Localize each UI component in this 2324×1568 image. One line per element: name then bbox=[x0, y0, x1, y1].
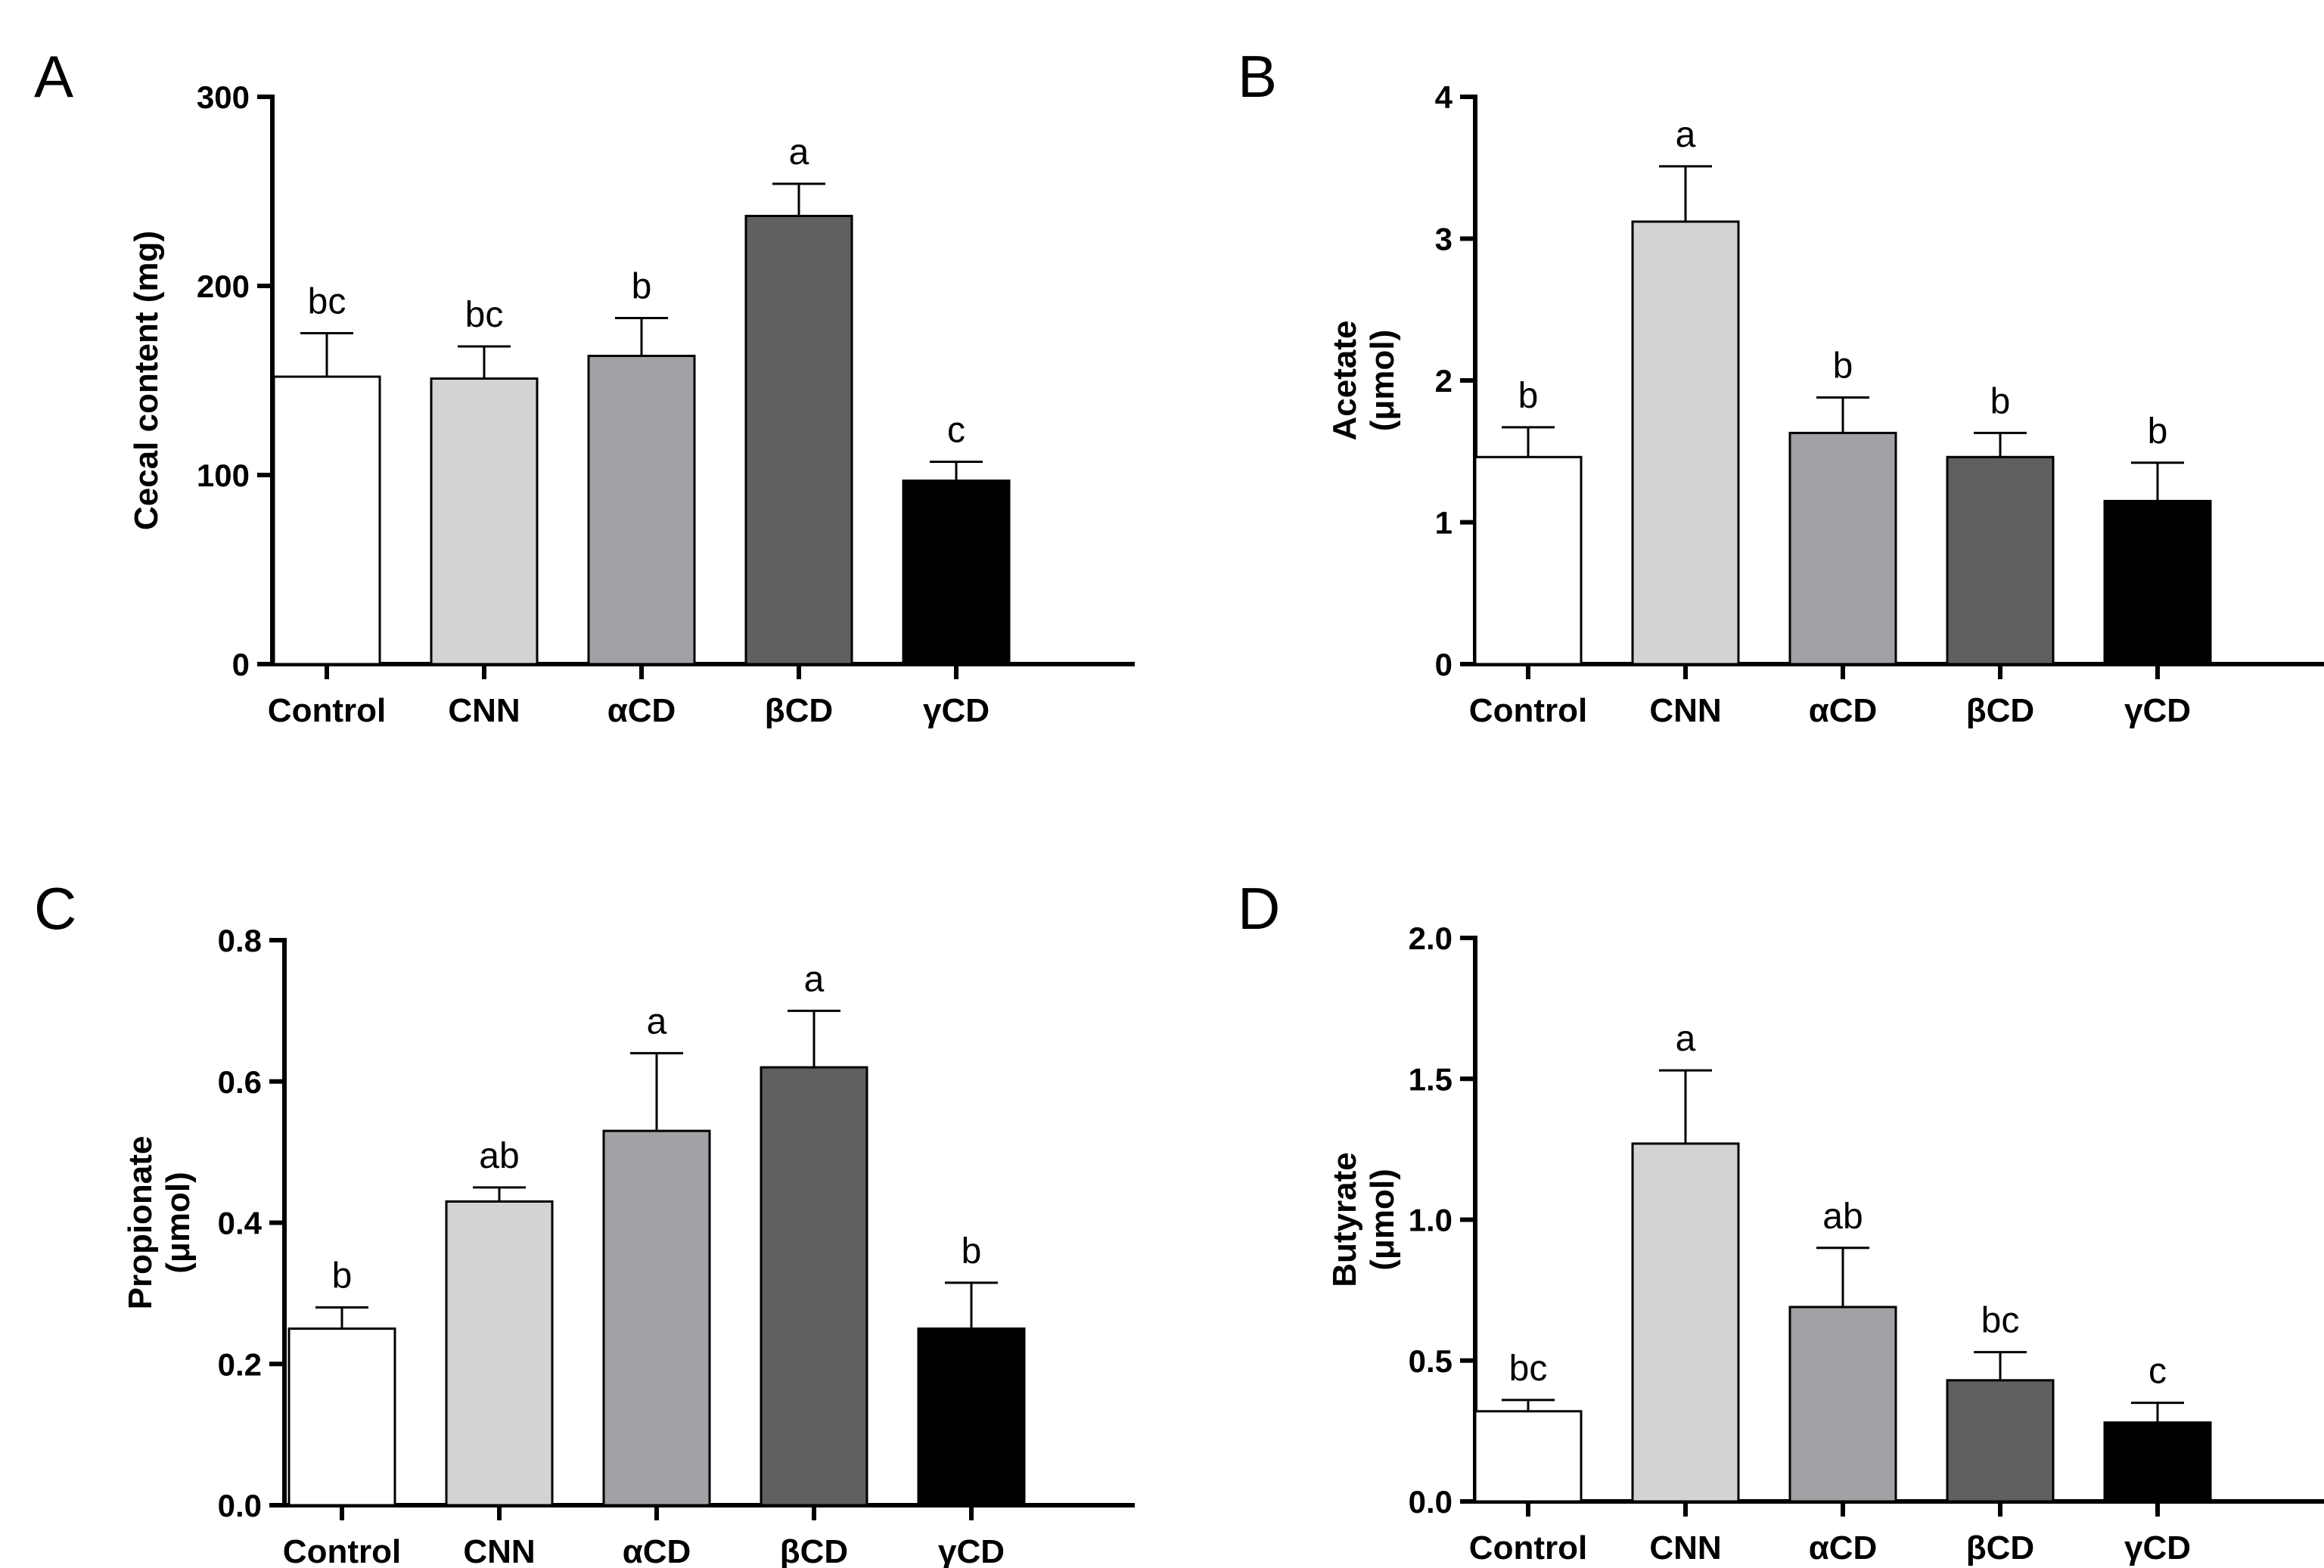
y-tick-label: 2.0 bbox=[1409, 921, 1452, 956]
y-tick-label: 0 bbox=[232, 647, 250, 682]
significance-label: bc bbox=[308, 282, 346, 322]
significance-label: b bbox=[1518, 376, 1539, 416]
y-tick-label: 1 bbox=[1435, 505, 1452, 541]
significance-label: a bbox=[804, 959, 825, 999]
panel-c: C 0.0 0.2 0.4 0.6 0.8 Propionate(μmol) b Contro… bbox=[34, 875, 1135, 1568]
significance-label: b bbox=[1833, 346, 1853, 387]
y-tick-label: 0 bbox=[1435, 647, 1452, 682]
bar-4 bbox=[1946, 1379, 2055, 1503]
category-label: CNN bbox=[1649, 692, 1721, 729]
y-axis-title-line: (μmol) bbox=[160, 1172, 197, 1273]
y-axis-title-line: Cecal content (mg) bbox=[128, 231, 165, 530]
y-tick-label: 4 bbox=[1435, 79, 1453, 115]
significance-label: ab bbox=[479, 1136, 519, 1176]
category-label: γCD bbox=[2124, 692, 2191, 729]
significance-label: bc bbox=[1981, 1301, 2020, 1341]
y-axis-title: Propionate(μmol) bbox=[122, 1136, 197, 1310]
bar-1 bbox=[1474, 455, 1583, 666]
category-label: γCD bbox=[938, 1533, 1005, 1568]
bar-2 bbox=[1631, 220, 1740, 666]
bar-2 bbox=[430, 377, 539, 666]
significance-label: b bbox=[2148, 411, 2168, 452]
category-label: αCD bbox=[623, 1533, 691, 1568]
y-axis-title-line: Propionate bbox=[122, 1136, 159, 1310]
y-axis-title: Butyrate(μmol) bbox=[1326, 1152, 1401, 1287]
bar-5 bbox=[2103, 499, 2212, 666]
significance-label: b bbox=[632, 267, 652, 307]
y-tick-label: 0.0 bbox=[218, 1488, 262, 1523]
bar-3 bbox=[602, 1129, 711, 1507]
y-axis-title-line: (μmol) bbox=[1364, 1169, 1401, 1270]
significance-label: ab bbox=[1822, 1197, 1863, 1237]
category-label: βCD bbox=[765, 692, 833, 729]
category-label: γCD bbox=[2124, 1529, 2191, 1566]
bar-2 bbox=[445, 1200, 554, 1507]
bar-5 bbox=[902, 480, 1011, 666]
category-label: αCD bbox=[607, 692, 676, 729]
significance-label: a bbox=[789, 132, 809, 172]
category-label: βCD bbox=[1966, 692, 2034, 729]
category-label: αCD bbox=[1809, 692, 1878, 729]
bar-4 bbox=[744, 215, 853, 666]
significance-label: c bbox=[2148, 1352, 2167, 1392]
category-label: Control bbox=[268, 692, 386, 729]
significance-label: bc bbox=[1509, 1349, 1548, 1389]
y-tick-label: 3 bbox=[1435, 222, 1452, 257]
y-axis-title: Acetate(μmol) bbox=[1326, 321, 1401, 441]
bar-1 bbox=[287, 1327, 396, 1507]
category-label: Control bbox=[1469, 1529, 1587, 1566]
y-tick-label: 100 bbox=[197, 458, 250, 493]
significance-label: a bbox=[647, 1001, 667, 1042]
bar-3 bbox=[1788, 1306, 1897, 1503]
y-tick-label: 1.0 bbox=[1409, 1203, 1452, 1238]
significance-label: a bbox=[1676, 115, 1696, 155]
bar-1 bbox=[272, 375, 381, 666]
panel-letter-a: A bbox=[34, 43, 73, 110]
bar-2 bbox=[1631, 1142, 1740, 1503]
category-label: βCD bbox=[1966, 1529, 2034, 1566]
bar-4 bbox=[760, 1066, 868, 1507]
y-tick-label: 0.0 bbox=[1409, 1484, 1452, 1520]
significance-label: a bbox=[1676, 1019, 1696, 1059]
significance-label: b bbox=[962, 1231, 982, 1271]
category-label: βCD bbox=[780, 1533, 848, 1568]
category-label: αCD bbox=[1809, 1529, 1878, 1566]
bar-5 bbox=[917, 1327, 1026, 1507]
panel-letter-b: B bbox=[1238, 43, 1277, 110]
category-label: CNN bbox=[1649, 1529, 1721, 1566]
category-label: CNN bbox=[448, 692, 520, 729]
category-label: Control bbox=[1469, 692, 1587, 729]
y-tick-label: 1.5 bbox=[1409, 1061, 1452, 1097]
significance-label: b bbox=[332, 1256, 353, 1296]
y-axis-title: Cecal content (mg) bbox=[128, 231, 165, 530]
y-tick-label: 0.4 bbox=[218, 1206, 263, 1241]
bar-5 bbox=[2103, 1421, 2212, 1503]
y-tick-label: 300 bbox=[197, 79, 250, 115]
panel-b: B 0 1 2 3 4 Acetate(μmol) b Control a CNN b αCD b βCD… bbox=[1238, 43, 2324, 729]
y-tick-label: 0.6 bbox=[218, 1064, 262, 1100]
category-label: Control bbox=[283, 1533, 401, 1568]
bar-3 bbox=[587, 355, 696, 666]
y-tick-label: 0.2 bbox=[218, 1346, 262, 1382]
y-axis-title-line: Butyrate bbox=[1326, 1152, 1363, 1287]
significance-label: bc bbox=[465, 295, 504, 335]
y-tick-label: 0.8 bbox=[218, 923, 262, 958]
panel-letter-d: D bbox=[1238, 875, 1280, 942]
significance-label: c bbox=[947, 411, 965, 451]
bar-1 bbox=[1474, 1410, 1583, 1503]
panel-letter-c: C bbox=[34, 875, 76, 942]
category-label: CNN bbox=[463, 1533, 535, 1568]
y-axis-title-line: (μmol) bbox=[1364, 330, 1401, 431]
y-tick-label: 200 bbox=[197, 269, 250, 304]
y-tick-label: 0.5 bbox=[1409, 1343, 1452, 1379]
y-axis-title-line: Acetate bbox=[1326, 321, 1363, 441]
bar-4 bbox=[1946, 455, 2055, 666]
category-label: γCD bbox=[923, 692, 990, 729]
y-tick-label: 2 bbox=[1435, 363, 1452, 399]
bar-3 bbox=[1788, 431, 1897, 666]
significance-label: b bbox=[1990, 381, 2011, 421]
panel-d: D 0.0 0.5 1.0 1.5 2.0 Butyrate(μmol) bc Control… bbox=[1238, 875, 2324, 1566]
